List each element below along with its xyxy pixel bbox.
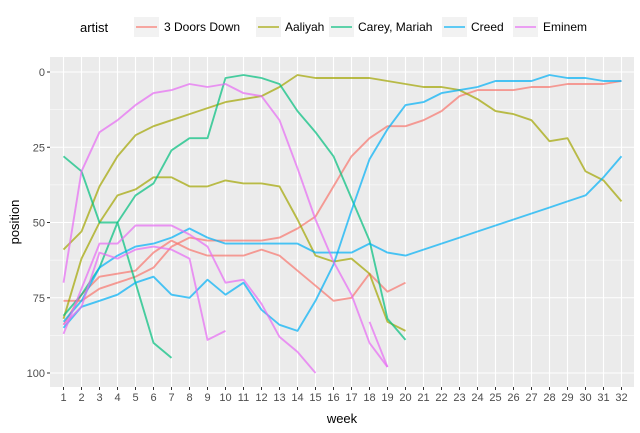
series-line-3-doors-down <box>62 239 406 326</box>
legend-label: Creed <box>471 20 504 34</box>
x-axis: 1 2 3 4 5 6 7 8 9 10 11 12 13 14 15 16 17 18 19 20 21 22 23 24 2… <box>60 387 628 404</box>
x-tick-label: 25 <box>489 392 501 404</box>
x-tick-label: 27 <box>525 392 537 404</box>
x-tick-label: 12 <box>255 392 267 404</box>
series-line-creed <box>62 155 623 323</box>
legend-label: Eminem <box>543 20 587 34</box>
legend-label: Carey, Mariah <box>358 20 432 34</box>
x-axis-title: week <box>326 411 358 426</box>
x-tick-label: 24 <box>471 392 483 404</box>
legend-entry-eminem: Eminem <box>513 17 587 37</box>
x-tick-label: 1 <box>60 392 66 404</box>
series-line-eminem <box>62 245 389 368</box>
x-tick-label: 11 <box>238 392 249 404</box>
x-tick-label: 32 <box>615 392 627 404</box>
series-line-eminem <box>62 224 317 374</box>
x-tick-label: 26 <box>507 392 519 404</box>
y-tick-label: 50 <box>33 218 45 230</box>
x-tick-label: 22 <box>435 392 447 404</box>
series-layer <box>62 74 623 374</box>
legend-entry-creed: Creed <box>442 17 504 37</box>
legend-title: artist <box>80 20 109 35</box>
x-tick-label: 18 <box>363 392 375 404</box>
y-tick-label: 75 <box>33 293 45 305</box>
x-tick-label: 6 <box>150 392 156 404</box>
x-tick-label: 15 <box>309 392 321 404</box>
series-line-carey-mariah <box>62 74 407 341</box>
legend-entry-3-doors-down: 3 Doors Down <box>134 17 240 37</box>
x-tick-label: 7 <box>168 392 174 404</box>
x-tick-label: 19 <box>381 392 393 404</box>
series-line-3-doors-down <box>63 80 622 302</box>
y-tick-label: 100 <box>27 368 45 380</box>
series-line-aaliyah <box>62 176 406 332</box>
y-axis: 0 25 50 75 100 <box>27 67 50 380</box>
x-tick-label: 28 <box>543 392 555 404</box>
legend-entry-carey-mariah: Carey, Mariah <box>329 17 432 37</box>
legend: artist 3 Doors Down Aaliyah Carey, Maria… <box>80 17 587 37</box>
x-tick-label: 16 <box>327 392 339 404</box>
x-tick-label: 10 <box>219 392 231 404</box>
series-line-creed <box>62 74 622 332</box>
x-tick-label: 13 <box>273 392 285 404</box>
series-line-eminem <box>62 83 389 368</box>
y-axis-title: position <box>7 200 22 245</box>
legend-label: Aaliyah <box>285 20 324 34</box>
series-line-carey-mariah <box>62 221 173 359</box>
x-tick-label: 31 <box>597 392 609 404</box>
x-tick-label: 17 <box>345 392 357 404</box>
y-tick-label: 25 <box>33 142 45 154</box>
x-tick-label: 4 <box>114 392 120 404</box>
x-tick-label: 23 <box>453 392 465 404</box>
x-tick-label: 8 <box>186 392 192 404</box>
x-tick-label: 14 <box>291 392 303 404</box>
x-tick-label: 20 <box>399 392 411 404</box>
legend-entry-aaliyah: Aaliyah <box>256 17 324 37</box>
series-line-aaliyah <box>62 74 623 251</box>
legend-label: 3 Doors Down <box>164 20 240 34</box>
x-tick-label: 3 <box>96 392 102 404</box>
x-tick-label: 9 <box>204 392 210 404</box>
x-tick-label: 21 <box>417 392 429 404</box>
x-tick-label: 29 <box>561 392 573 404</box>
y-tick-label: 0 <box>39 67 45 79</box>
x-tick-label: 30 <box>579 392 591 404</box>
x-tick-label: 2 <box>78 392 84 404</box>
x-tick-label: 5 <box>132 392 138 404</box>
